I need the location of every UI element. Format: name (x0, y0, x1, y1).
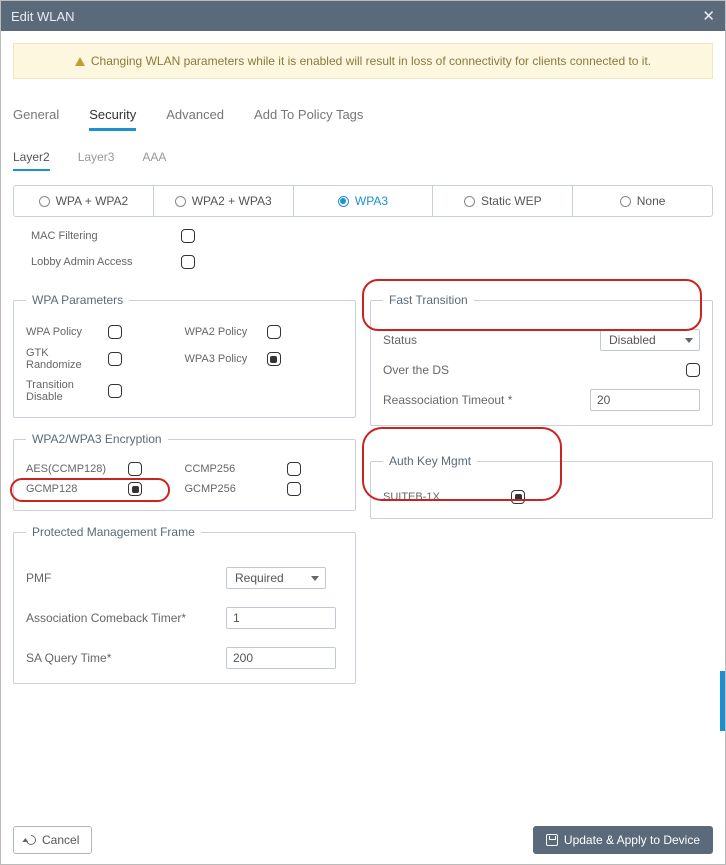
lobby-admin-label: Lobby Admin Access (31, 256, 171, 268)
reassoc-timeout-input[interactable] (590, 389, 700, 411)
mac-filtering-checkbox[interactable] (181, 229, 195, 243)
transition-disable-checkbox[interactable] (108, 384, 122, 398)
encryption-group: WPA2/WPA3 Encryption AES(CCMP128) CCMP25… (13, 432, 356, 511)
mac-filtering-label: MAC Filtering (31, 230, 171, 242)
mode-wpa-wpa2[interactable]: WPA + WPA2 (14, 186, 154, 216)
right-column: Fast Transition Status Disabled Over the… (370, 279, 713, 684)
tab-layer2[interactable]: Layer2 (13, 145, 50, 171)
mode-wpa2-wpa3[interactable]: WPA2 + WPA3 (154, 186, 294, 216)
mode-none[interactable]: None (573, 186, 712, 216)
primary-tabs: General Security Advanced Add To Policy … (13, 101, 713, 131)
radio-icon (175, 196, 186, 207)
modal-footer: Cancel Update & Apply to Device (1, 816, 725, 864)
secondary-tabs: Layer2 Layer3 AAA (13, 145, 713, 171)
auth-key-legend: Auth Key Mgmt (383, 454, 477, 468)
pmf-select[interactable]: Required (226, 567, 326, 589)
ccmp256-checkbox[interactable] (287, 462, 301, 476)
lobby-admin-row: Lobby Admin Access (13, 255, 713, 269)
radio-icon (620, 196, 631, 207)
side-indicator (720, 671, 725, 731)
fast-transition-legend: Fast Transition (383, 293, 474, 307)
apply-button[interactable]: Update & Apply to Device (533, 826, 713, 854)
assoc-comeback-input[interactable] (226, 607, 336, 629)
undo-icon (24, 833, 38, 847)
close-icon[interactable]: ✕ (702, 7, 715, 25)
radio-icon (464, 196, 475, 207)
tab-advanced[interactable]: Advanced (166, 101, 224, 131)
edit-wlan-modal: Edit WLAN ✕ Changing WLAN parameters whi… (0, 0, 726, 865)
tab-layer3[interactable]: Layer3 (78, 145, 115, 171)
warning-banner: Changing WLAN parameters while it is ena… (13, 43, 713, 79)
modal-title: Edit WLAN (11, 9, 75, 24)
wpa3-policy-checkbox[interactable] (267, 352, 281, 366)
gcmp256-checkbox[interactable] (287, 482, 301, 496)
gcmp128-checkbox[interactable] (128, 482, 142, 496)
pmf-legend: Protected Management Frame (26, 525, 201, 539)
lobby-admin-checkbox[interactable] (181, 255, 195, 269)
auth-key-mgmt-group: Auth Key Mgmt SUITEB-1X (370, 454, 713, 519)
radio-icon (39, 196, 50, 207)
aes-ccmp128-checkbox[interactable] (128, 462, 142, 476)
mac-filtering-row: MAC Filtering (13, 229, 713, 243)
pmf-group: Protected Management Frame PMF Required … (13, 525, 356, 684)
radio-icon (338, 196, 349, 207)
sa-query-input[interactable] (226, 647, 336, 669)
tab-general[interactable]: General (13, 101, 59, 131)
tab-security[interactable]: Security (89, 101, 136, 131)
warning-icon (75, 57, 85, 66)
tab-policy-tags[interactable]: Add To Policy Tags (254, 101, 363, 131)
mode-static-wep[interactable]: Static WEP (433, 186, 573, 216)
encryption-legend: WPA2/WPA3 Encryption (26, 432, 168, 446)
security-mode-radios: WPA + WPA2 WPA2 + WPA3 WPA3 Static WEP N… (13, 185, 713, 217)
save-icon (546, 834, 558, 846)
mode-wpa3[interactable]: WPA3 (294, 186, 434, 216)
wpa-policy-checkbox[interactable] (108, 325, 122, 339)
ft-status-select[interactable]: Disabled (600, 329, 700, 351)
warning-text: Changing WLAN parameters while it is ena… (91, 54, 651, 68)
fast-transition-group: Fast Transition Status Disabled Over the… (370, 293, 713, 426)
wpa-parameters-legend: WPA Parameters (26, 293, 129, 307)
left-column: WPA Parameters WPA Policy WPA2 Policy GT… (13, 279, 356, 684)
tab-aaa[interactable]: AAA (142, 145, 166, 171)
cancel-button[interactable]: Cancel (13, 826, 92, 854)
form-columns: WPA Parameters WPA Policy WPA2 Policy GT… (13, 279, 713, 684)
wpa2-policy-checkbox[interactable] (267, 325, 281, 339)
over-ds-checkbox[interactable] (686, 363, 700, 377)
suiteb-1x-checkbox[interactable] (511, 490, 525, 504)
gtk-randomize-checkbox[interactable] (108, 352, 122, 366)
titlebar: Edit WLAN ✕ (1, 1, 725, 31)
modal-body: Changing WLAN parameters while it is ena… (1, 31, 725, 816)
wpa-parameters-group: WPA Parameters WPA Policy WPA2 Policy GT… (13, 293, 356, 418)
